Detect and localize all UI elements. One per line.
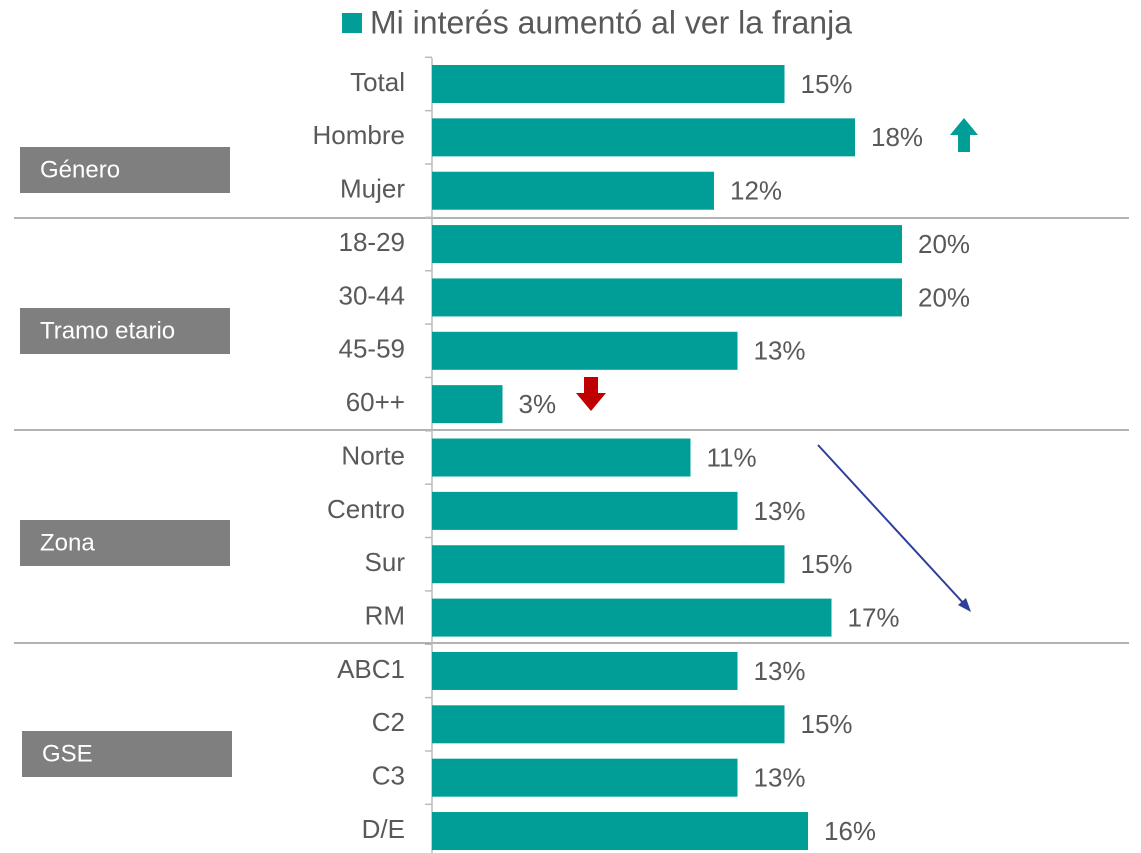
bar: [432, 171, 714, 210]
value-label: 20%: [918, 282, 970, 312]
bar: [432, 118, 855, 157]
value-label: 20%: [918, 229, 970, 259]
value-label: 17%: [848, 602, 900, 632]
category-label: Total: [350, 67, 405, 97]
category-label: 60++: [346, 387, 405, 417]
category-label: Centro: [327, 494, 405, 524]
bar: [432, 331, 738, 370]
bar: [432, 758, 738, 797]
legend-swatch: [342, 13, 362, 33]
bar: [432, 705, 785, 744]
value-label: 18%: [871, 122, 923, 152]
group-label: Zona: [40, 529, 95, 556]
legend-label: Mi interés aumentó al ver la franja: [370, 4, 852, 40]
bar: [432, 278, 902, 317]
group-label: Género: [40, 156, 120, 183]
category-label: D/E: [362, 814, 405, 844]
category-label: Hombre: [313, 120, 405, 150]
bar: [432, 65, 785, 103]
trend-arrowhead: [958, 598, 971, 612]
category-label: C3: [372, 761, 405, 791]
down-arrow: [576, 377, 606, 411]
group-label: Tramo etario: [40, 317, 175, 344]
group-box: [22, 731, 232, 777]
bar: [432, 598, 832, 637]
bar: [432, 225, 902, 264]
bar: [432, 545, 785, 584]
bar: [432, 385, 503, 424]
group-box: [20, 520, 230, 566]
category-label: C2: [372, 707, 405, 737]
trend-arrow: [817, 444, 967, 607]
value-label: 13%: [754, 763, 806, 793]
category-label: RM: [365, 600, 405, 630]
value-label: 3%: [519, 389, 557, 419]
value-label: 13%: [754, 336, 806, 366]
category-label: 18-29: [339, 227, 406, 257]
group-label: GSE: [42, 740, 93, 767]
bar: [432, 651, 738, 690]
value-label: 13%: [754, 656, 806, 686]
value-label: 12%: [730, 176, 782, 206]
bar: [432, 812, 808, 851]
bar: [432, 491, 738, 530]
value-label: 13%: [754, 496, 806, 526]
value-label: 15%: [801, 709, 853, 739]
category-label: 45-59: [339, 334, 406, 364]
value-label: 15%: [801, 549, 853, 579]
bar: [432, 438, 691, 477]
category-label: Norte: [341, 440, 405, 470]
group-box: [20, 147, 230, 193]
group-box: [20, 308, 230, 354]
category-label: Mujer: [340, 174, 405, 204]
value-label: 15%: [801, 69, 853, 99]
up-arrow: [950, 118, 978, 152]
category-label: ABC1: [337, 654, 405, 684]
value-label: 16%: [824, 816, 876, 846]
value-label: 11%: [707, 442, 757, 472]
category-label: Sur: [365, 547, 406, 577]
category-label: 30-44: [339, 280, 406, 310]
